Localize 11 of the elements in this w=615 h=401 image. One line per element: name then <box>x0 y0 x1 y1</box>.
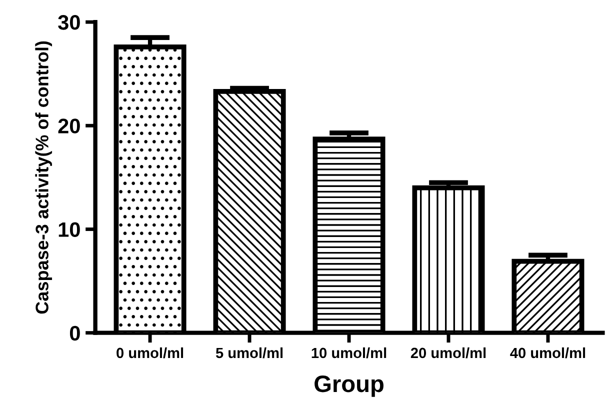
y-tick-label: 30 <box>58 15 80 30</box>
x-tick-label: 40 umol/ml <box>510 347 586 358</box>
x-tick-label: 20 umol/ml <box>410 347 486 358</box>
x-axis-title: Group <box>314 376 384 397</box>
x-tick-label: 0 umol/ml <box>116 347 184 358</box>
x-tick-label: 10 umol/ml <box>312 347 386 358</box>
y-tick-label: 0 <box>70 326 80 341</box>
y-tick-label: 20 <box>58 118 80 134</box>
y-tick-label: 10 <box>58 222 80 237</box>
y-axis-title: Caspase-3 activity(% of control) <box>35 41 52 314</box>
x-tick-label: 5 umol/ml <box>216 347 283 358</box>
